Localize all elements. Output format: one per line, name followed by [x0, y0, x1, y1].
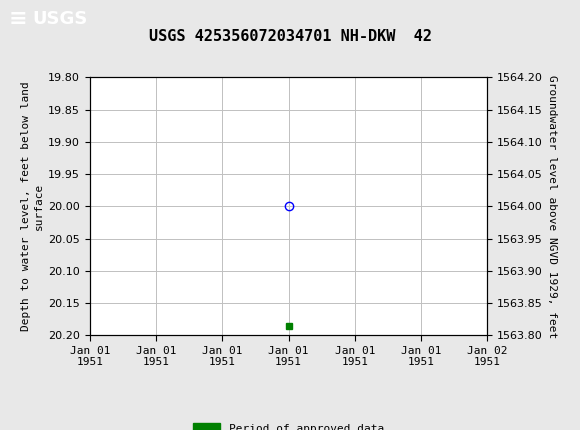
Y-axis label: Groundwater level above NGVD 1929, feet: Groundwater level above NGVD 1929, feet — [547, 75, 557, 338]
Y-axis label: Depth to water level, feet below land
surface: Depth to water level, feet below land su… — [21, 82, 44, 331]
Text: USGS 425356072034701 NH-DKW  42: USGS 425356072034701 NH-DKW 42 — [148, 29, 432, 44]
Text: ≡: ≡ — [9, 9, 27, 29]
Legend: Period of approved data: Period of approved data — [188, 419, 389, 430]
Text: USGS: USGS — [32, 10, 87, 28]
